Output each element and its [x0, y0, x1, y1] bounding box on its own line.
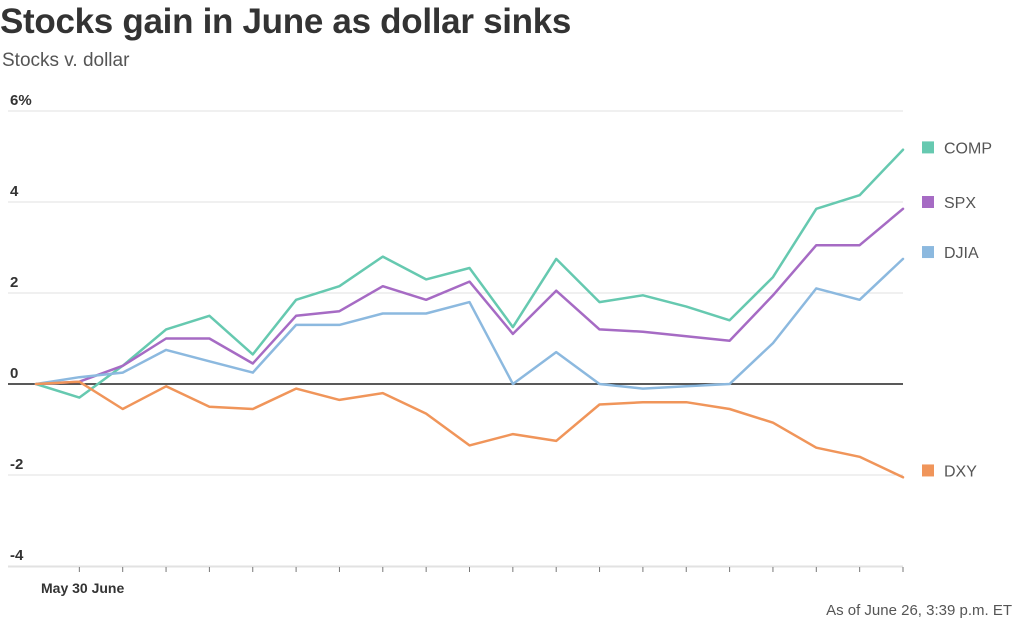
timestamp-note: As of June 26, 3:39 p.m. ET	[826, 602, 1012, 619]
legend: COMP SPX DJIA DXY	[922, 140, 992, 480]
legend-swatch-dxy	[922, 464, 934, 477]
series-line-djia	[34, 257, 905, 390]
series-line-comp	[34, 148, 905, 399]
legend-label-spx: SPX	[944, 195, 976, 212]
y-tick-label: -4	[10, 547, 24, 564]
legend-swatch-djia	[922, 246, 934, 259]
chart-subtitle: Stocks v. dollar	[2, 50, 130, 71]
y-tick-label: 4	[10, 183, 19, 200]
y-axis-labels: 6% 4 2 0 -2 -4	[10, 92, 32, 564]
legend-swatch-spx	[922, 196, 934, 208]
chart-title: Stocks gain in June as dollar sinks	[0, 2, 572, 41]
series-line-spx	[34, 207, 905, 386]
legend-label-comp: COMP	[944, 140, 992, 157]
legend-swatch-comp	[922, 141, 934, 154]
grid-layer	[8, 110, 903, 567]
series-line-dxy	[34, 380, 905, 479]
legend-label-dxy: DXY	[944, 463, 977, 480]
y-tick-label: 6%	[10, 92, 32, 109]
x-axis: May 30 June	[8, 566, 904, 596]
legend-label-djia: DJIA	[944, 245, 979, 262]
x-tick-label: May 30 June	[41, 580, 124, 596]
y-tick-label: 2	[10, 274, 18, 291]
series-lines	[34, 148, 905, 479]
y-tick-label: -2	[10, 456, 23, 473]
y-tick-label: 0	[10, 365, 18, 382]
